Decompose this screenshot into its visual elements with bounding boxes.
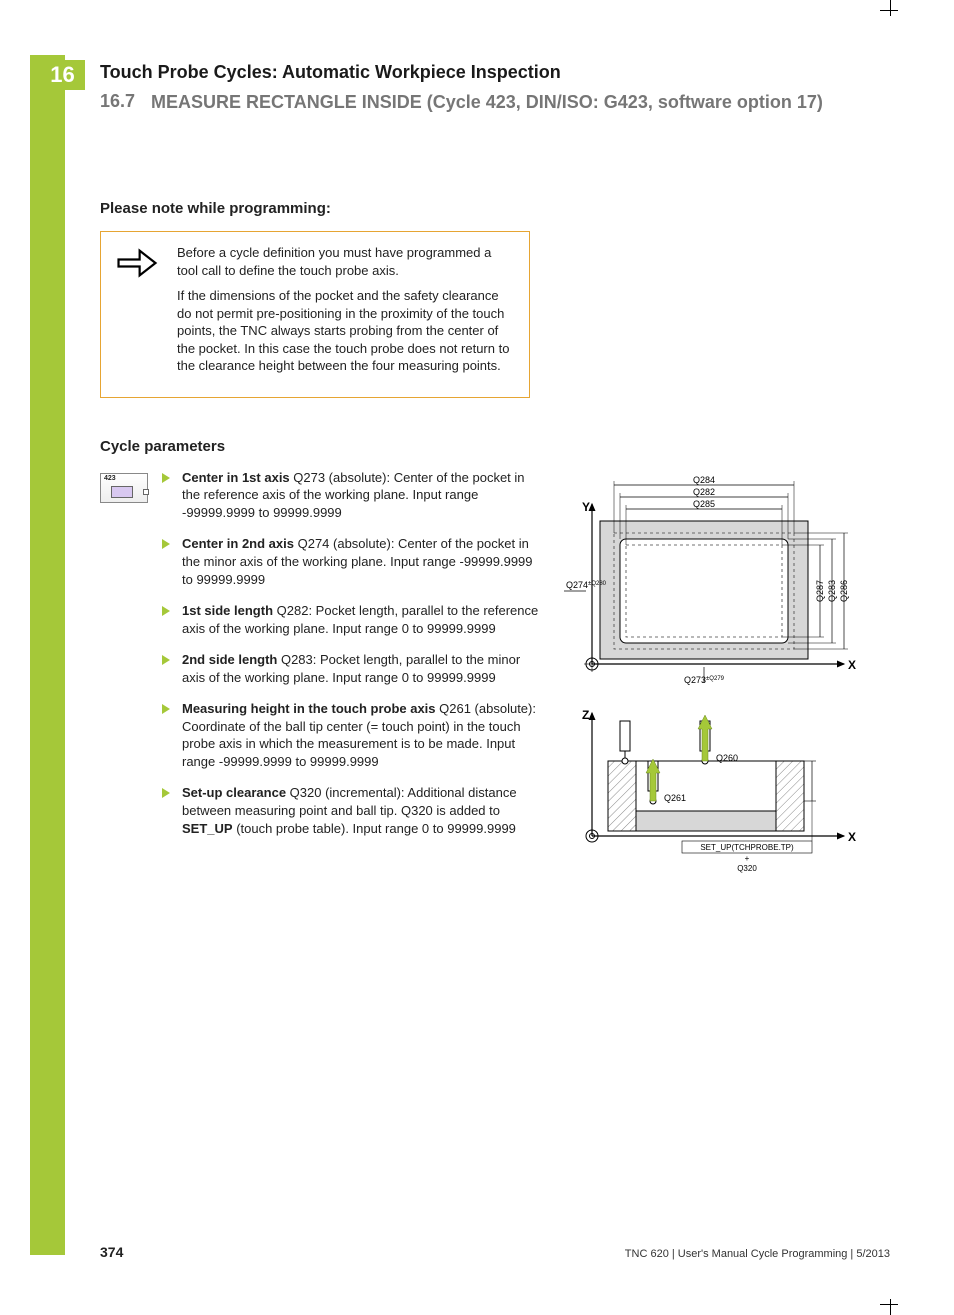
param-item: Center in 1st axis Q273 (absolute): Cent… [162,469,540,522]
svg-text:Q287: Q287 [815,580,825,602]
note-heading: Please note while programming: [100,200,890,217]
param-item: Measuring height in the touch probe axis… [162,700,540,770]
cycle-icon-label: 423 [104,475,116,482]
svg-text:Q320: Q320 [737,864,757,873]
diagram-zx: Z X [564,701,864,881]
svg-text:X: X [848,658,856,672]
svg-text:Q282: Q282 [693,487,715,497]
chapter-title: Touch Probe Cycles: Automatic Workpiece … [100,62,880,83]
page-footer: 374 TNC 620 | User's Manual Cycle Progra… [100,1244,890,1260]
svg-text:Y: Y [582,500,590,514]
param-list: Center in 1st axis Q273 (absolute): Cent… [162,469,540,837]
svg-text:SET_UP(TCHPROBE.TP): SET_UP(TCHPROBE.TP) [700,843,794,852]
diagrams-column: Y X [564,469,864,893]
param-item: 2nd side length Q283: Pocket length, par… [162,651,540,686]
svg-text:Q285: Q285 [693,499,715,509]
cycle-icon: 423 [100,473,148,503]
note-para-1: Before a cycle definition you must have … [177,244,515,279]
param-item: Center in 2nd axis Q274 (absolute): Cent… [162,535,540,588]
footer-text: TNC 620 | User's Manual Cycle Programmin… [625,1248,890,1260]
crop-mark [880,10,898,11]
note-box: Before a cycle definition you must have … [100,231,530,398]
section-number: 16.7 [100,91,135,114]
content-area: Please note while programming: Before a … [100,200,890,893]
svg-text:Q286: Q286 [839,580,849,602]
note-para-2: If the dimensions of the pocket and the … [177,287,515,375]
note-text: Before a cycle definition you must have … [177,244,515,383]
crop-mark [890,0,891,16]
crop-mark [890,1299,891,1315]
diagram-xy: Y X [564,469,864,689]
section-title: MEASURE RECTANGLE INSIDE (Cycle 423, DIN… [151,91,823,114]
svg-text:+: + [745,854,750,863]
page-header: Touch Probe Cycles: Automatic Workpiece … [100,62,880,114]
params-heading: Cycle parameters [100,438,890,455]
svg-text:Q284: Q284 [693,475,715,485]
svg-text:Z: Z [582,708,589,722]
param-item: 1st side length Q282: Pocket length, par… [162,602,540,637]
arrow-right-icon [115,244,159,383]
page-number: 374 [100,1244,123,1260]
sidebar-stripe [30,55,65,1255]
param-item: Set-up clearance Q320 (incremental): Add… [162,784,540,837]
crop-mark [880,1304,898,1305]
svg-text:X: X [848,830,856,844]
svg-text:Q273±Q279: Q273±Q279 [684,675,725,685]
svg-text:Q260: Q260 [716,753,738,763]
svg-text:Q261: Q261 [664,793,686,803]
svg-text:Q283: Q283 [827,580,837,602]
chapter-number-badge: 16 [40,60,85,90]
